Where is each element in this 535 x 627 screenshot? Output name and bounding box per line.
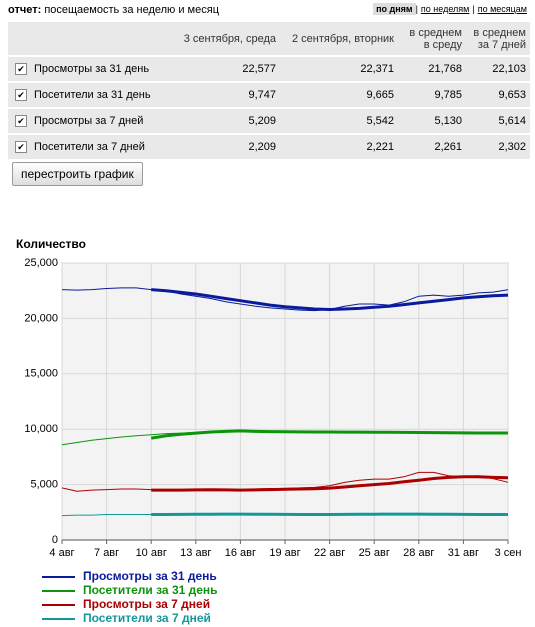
row-name: Просмотры за 31 день <box>30 56 177 83</box>
y-tick-label: 5,000 <box>30 479 58 491</box>
table-row: ✔ Посетители за 7 дней 2,209 2,221 2,261 2,30… <box>8 134 530 161</box>
row-name: Посетители за 7 дней <box>30 134 177 161</box>
x-tick-label: 16 авг <box>225 547 256 559</box>
checkbox[interactable]: ✔ <box>15 63 27 75</box>
y-tick-label: 10,000 <box>24 423 58 435</box>
report-label: отчет: <box>8 4 42 16</box>
cell-value: 2,261 <box>398 134 466 161</box>
table-row: ✔ Посетители за 31 день 9,747 9,665 9,785 9,6… <box>8 82 530 109</box>
cell-value: 9,747 <box>177 82 280 109</box>
column-header: 2 сентября, вторник <box>280 22 398 57</box>
table-head: 3 сентября, среда 2 сентября, вторник в … <box>8 22 530 57</box>
table-row: ✔ Просмотры за 7 дней 5,209 5,542 5,130 5,614 <box>8 108 530 135</box>
column-header: 3 сентября, среда <box>177 22 280 57</box>
row-name: Посетители за 31 день <box>30 82 177 109</box>
x-tick-label: 25 авг <box>359 547 390 559</box>
trend-line <box>150 429 508 440</box>
x-tick-label: 13 авг <box>180 547 211 559</box>
x-tick-label: 28 авг <box>403 547 434 559</box>
trend-line <box>151 288 509 311</box>
trend-line <box>151 475 509 492</box>
checkbox[interactable]: ✔ <box>15 89 27 101</box>
x-tick-label: 19 авг <box>269 547 300 559</box>
column-header: в среднем в среду <box>398 22 466 57</box>
checkbox[interactable]: ✔ <box>15 115 27 127</box>
cell-value: 22,577 <box>177 56 280 83</box>
y-tick-label: 25,000 <box>24 257 58 269</box>
cell-value: 2,209 <box>177 134 280 161</box>
legend-label: Просмотры за 7 дней <box>83 597 210 611</box>
x-tick-label: 31 авг <box>448 547 479 559</box>
y-axis-title: Количество <box>16 237 86 251</box>
cell-value: 5,542 <box>280 108 398 135</box>
cell-value: 2,221 <box>280 134 398 161</box>
period-link[interactable]: по неделям <box>420 4 470 14</box>
cell-value: 5,130 <box>398 108 466 135</box>
cell-value: 2,302 <box>466 134 530 161</box>
period-link[interactable]: по месяцам <box>477 4 527 14</box>
x-tick-label: 7 авг <box>94 547 119 559</box>
cell-value: 5,614 <box>466 108 530 135</box>
cell-value: 22,371 <box>280 56 398 83</box>
report: отчет: посещаемость за неделю и месяц по… <box>8 3 530 161</box>
x-tick-label: 22 авг <box>314 547 345 559</box>
row-name: Просмотры за 7 дней <box>30 108 177 135</box>
daily-line <box>61 287 509 312</box>
x-tick-label: 3 сен <box>495 547 522 559</box>
y-tick-label: 20,000 <box>24 312 58 324</box>
cell-value: 9,653 <box>466 82 530 109</box>
checkbox[interactable]: ✔ <box>15 141 27 153</box>
legend-label: Просмотры за 31 день <box>83 569 217 583</box>
cell-value: 21,768 <box>398 56 466 83</box>
y-tick-label: 15,000 <box>24 368 58 380</box>
cell-value: 9,665 <box>280 82 398 109</box>
legend-label: Посетители за 31 день <box>83 583 218 597</box>
column-header: в среднем за 7 дней <box>466 22 530 57</box>
period-link[interactable]: по дням <box>373 3 416 15</box>
period-links: по дням | по неделям | по месяцам <box>373 3 530 15</box>
cell-value: 5,209 <box>177 108 280 135</box>
table-row: ✔ Просмотры за 31 день 22,577 22,371 21,768 2… <box>8 56 530 83</box>
report-header: отчет: посещаемость за неделю и месяц по… <box>8 3 530 22</box>
rebuild-button[interactable]: перестроить график <box>12 162 143 186</box>
x-tick-label: 4 авг <box>49 547 74 559</box>
y-tick-label: 0 <box>52 534 58 546</box>
cell-value: 22,103 <box>466 56 530 83</box>
x-tick-label: 10 авг <box>136 547 167 559</box>
stats-table: 3 сентября, среда 2 сентября, вторник в … <box>8 22 530 161</box>
cell-value: 9,785 <box>398 82 466 109</box>
legend-label: Посетители за 7 дней <box>83 611 211 625</box>
report-title: посещаемость за неделю и месяц <box>44 4 219 16</box>
